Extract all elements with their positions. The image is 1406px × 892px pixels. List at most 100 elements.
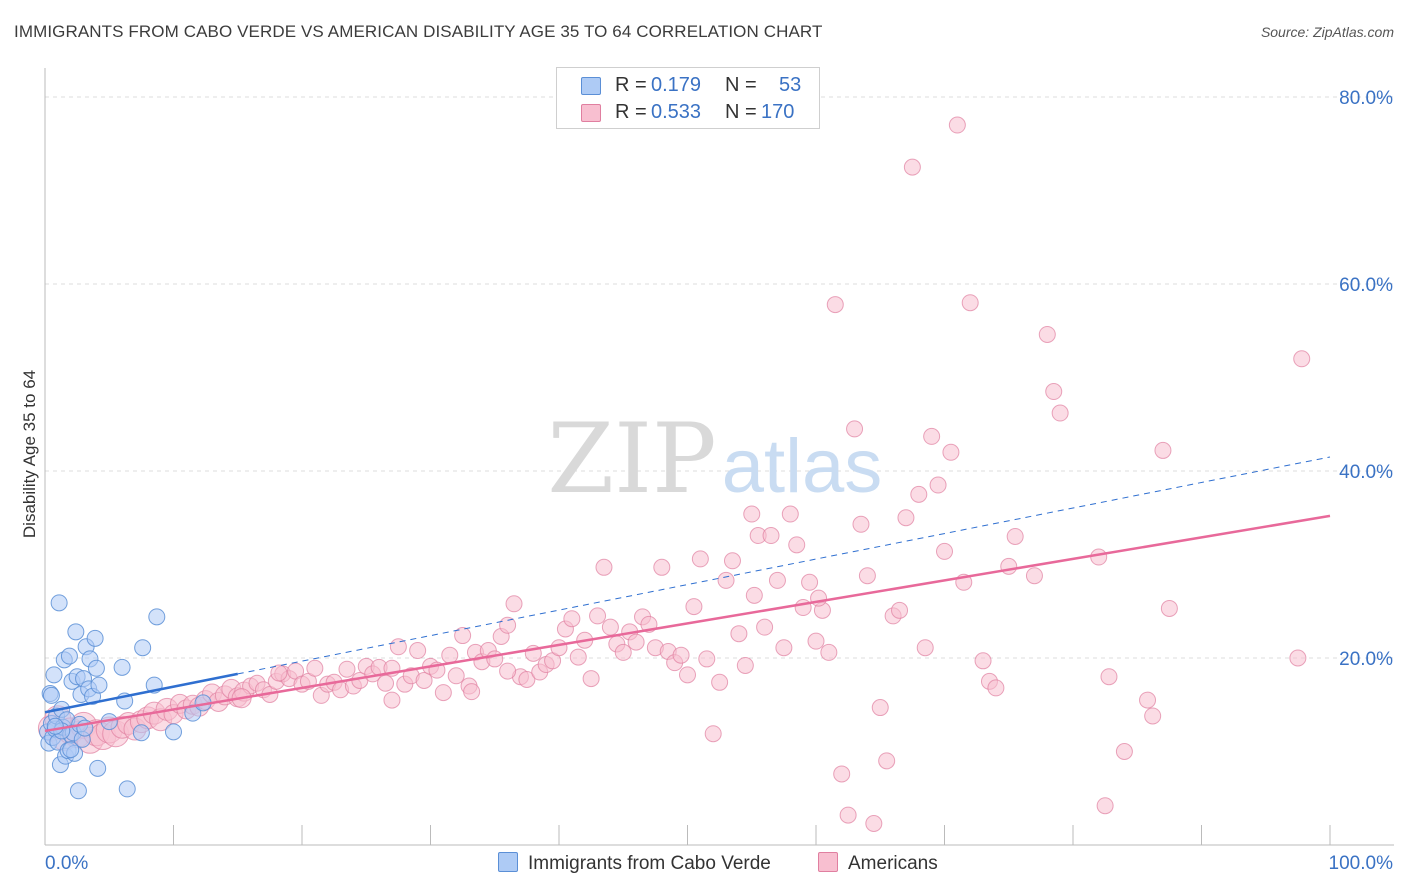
americans-point bbox=[762, 527, 780, 545]
y-tick-label: 40.0% bbox=[1339, 462, 1393, 483]
americans-point bbox=[1025, 567, 1043, 585]
americans-point bbox=[852, 515, 870, 533]
americans-point bbox=[826, 296, 844, 314]
americans-point bbox=[589, 607, 607, 625]
americans-trendline bbox=[44, 514, 1331, 733]
americans-point bbox=[627, 633, 645, 651]
americans-point bbox=[846, 420, 864, 438]
americans-point bbox=[679, 666, 696, 684]
blue-swatch bbox=[498, 852, 518, 872]
americans-point bbox=[1006, 527, 1024, 545]
americans-point bbox=[505, 595, 523, 613]
americans-point bbox=[820, 643, 838, 661]
cabo-verde-point bbox=[134, 639, 152, 657]
cabo-verde-trendline bbox=[44, 672, 238, 714]
cabo-verde-point bbox=[62, 741, 80, 759]
r-label: R = bbox=[615, 74, 647, 96]
r-value: 0.533 bbox=[651, 101, 702, 123]
americans-point bbox=[878, 752, 896, 770]
americans-point bbox=[441, 646, 459, 664]
cabo-verde-point bbox=[113, 658, 131, 676]
americans-point bbox=[499, 616, 517, 634]
americans-point bbox=[653, 558, 671, 576]
americans-point bbox=[614, 643, 632, 661]
americans-point bbox=[974, 652, 992, 670]
americans-point bbox=[833, 765, 851, 783]
watermark: ZIP atlas bbox=[547, 403, 882, 515]
r-value: 0.179 bbox=[651, 74, 702, 96]
pink-swatch bbox=[581, 104, 601, 122]
americans-point bbox=[447, 667, 465, 685]
trendlines bbox=[44, 456, 1331, 733]
americans-point bbox=[810, 589, 828, 607]
americans-point bbox=[1045, 383, 1063, 401]
americans-point bbox=[1090, 548, 1108, 566]
n-value: 170 bbox=[761, 101, 795, 123]
americans-point bbox=[717, 571, 735, 589]
americans-point bbox=[865, 814, 883, 832]
americans-point bbox=[486, 650, 504, 668]
americans-point bbox=[1115, 743, 1133, 760]
americans-point bbox=[595, 558, 613, 576]
americans-point bbox=[781, 505, 799, 523]
americans-point bbox=[415, 671, 433, 689]
americans-point bbox=[897, 509, 915, 527]
americans-point bbox=[409, 642, 427, 660]
americans-point bbox=[730, 625, 748, 643]
cabo-verde-point bbox=[87, 659, 105, 677]
cabo-verde-point bbox=[67, 623, 85, 641]
cabo-verde-trendline-extension bbox=[237, 456, 1331, 675]
americans-point bbox=[929, 476, 947, 494]
americans-point bbox=[338, 660, 356, 678]
americans-point bbox=[698, 650, 716, 668]
legend-label: Immigrants from Cabo Verde bbox=[528, 853, 771, 874]
americans-point bbox=[1051, 404, 1069, 422]
n-label: N = bbox=[725, 101, 757, 123]
cabo-verde-point bbox=[60, 647, 78, 665]
americans-point bbox=[903, 158, 921, 176]
americans-point bbox=[383, 691, 401, 709]
americans-point bbox=[936, 542, 953, 560]
americans-point bbox=[916, 639, 934, 657]
cabo-verde-point bbox=[132, 724, 150, 742]
y-tick-labels: 20.0% 40.0% 60.0% 80.0% bbox=[1339, 88, 1393, 670]
americans-point bbox=[1154, 441, 1172, 459]
americans-point bbox=[550, 639, 568, 657]
americans-point bbox=[704, 725, 722, 743]
watermark-zip: ZIP bbox=[547, 403, 716, 515]
gridlines bbox=[45, 96, 1394, 659]
americans-point bbox=[1289, 649, 1307, 667]
legend-item-cabo-verde: Immigrants from Cabo Verde bbox=[498, 852, 771, 875]
cabo-verde-point bbox=[50, 594, 68, 612]
americans-point bbox=[1000, 557, 1018, 575]
watermark-atlas: atlas bbox=[722, 424, 883, 509]
chart-source: Source: ZipAtlas.com bbox=[1260, 24, 1394, 40]
americans-point bbox=[743, 505, 761, 523]
americans-point bbox=[685, 598, 703, 616]
y-tick-label: 20.0% bbox=[1339, 649, 1393, 670]
americans-point bbox=[736, 656, 754, 674]
americans-point bbox=[1160, 599, 1178, 617]
x-tick-label: 0.0% bbox=[45, 853, 88, 874]
cabo-verde-point bbox=[118, 780, 136, 798]
n-value: 53 bbox=[779, 74, 802, 96]
americans-point bbox=[1100, 668, 1118, 686]
americans-point bbox=[518, 671, 536, 689]
americans-point bbox=[891, 601, 909, 619]
americans-point bbox=[582, 670, 600, 688]
americans-point bbox=[377, 674, 395, 692]
americans-point bbox=[745, 586, 763, 604]
cabo-verde-point bbox=[46, 717, 64, 735]
americans-point bbox=[807, 632, 825, 650]
chart-title: IMMIGRANTS FROM CABO VERDE VS AMERICAN D… bbox=[14, 22, 823, 41]
americans-point bbox=[499, 662, 517, 680]
americans-point bbox=[1096, 797, 1114, 815]
americans-point bbox=[923, 427, 941, 445]
americans-point bbox=[463, 683, 481, 701]
cabo-verde-point bbox=[69, 782, 87, 800]
americans-point bbox=[801, 573, 819, 591]
americans-point bbox=[775, 639, 793, 657]
x-tick-labels: 0.0% 100.0% bbox=[45, 853, 1393, 874]
cabo-verde-point bbox=[42, 686, 60, 704]
